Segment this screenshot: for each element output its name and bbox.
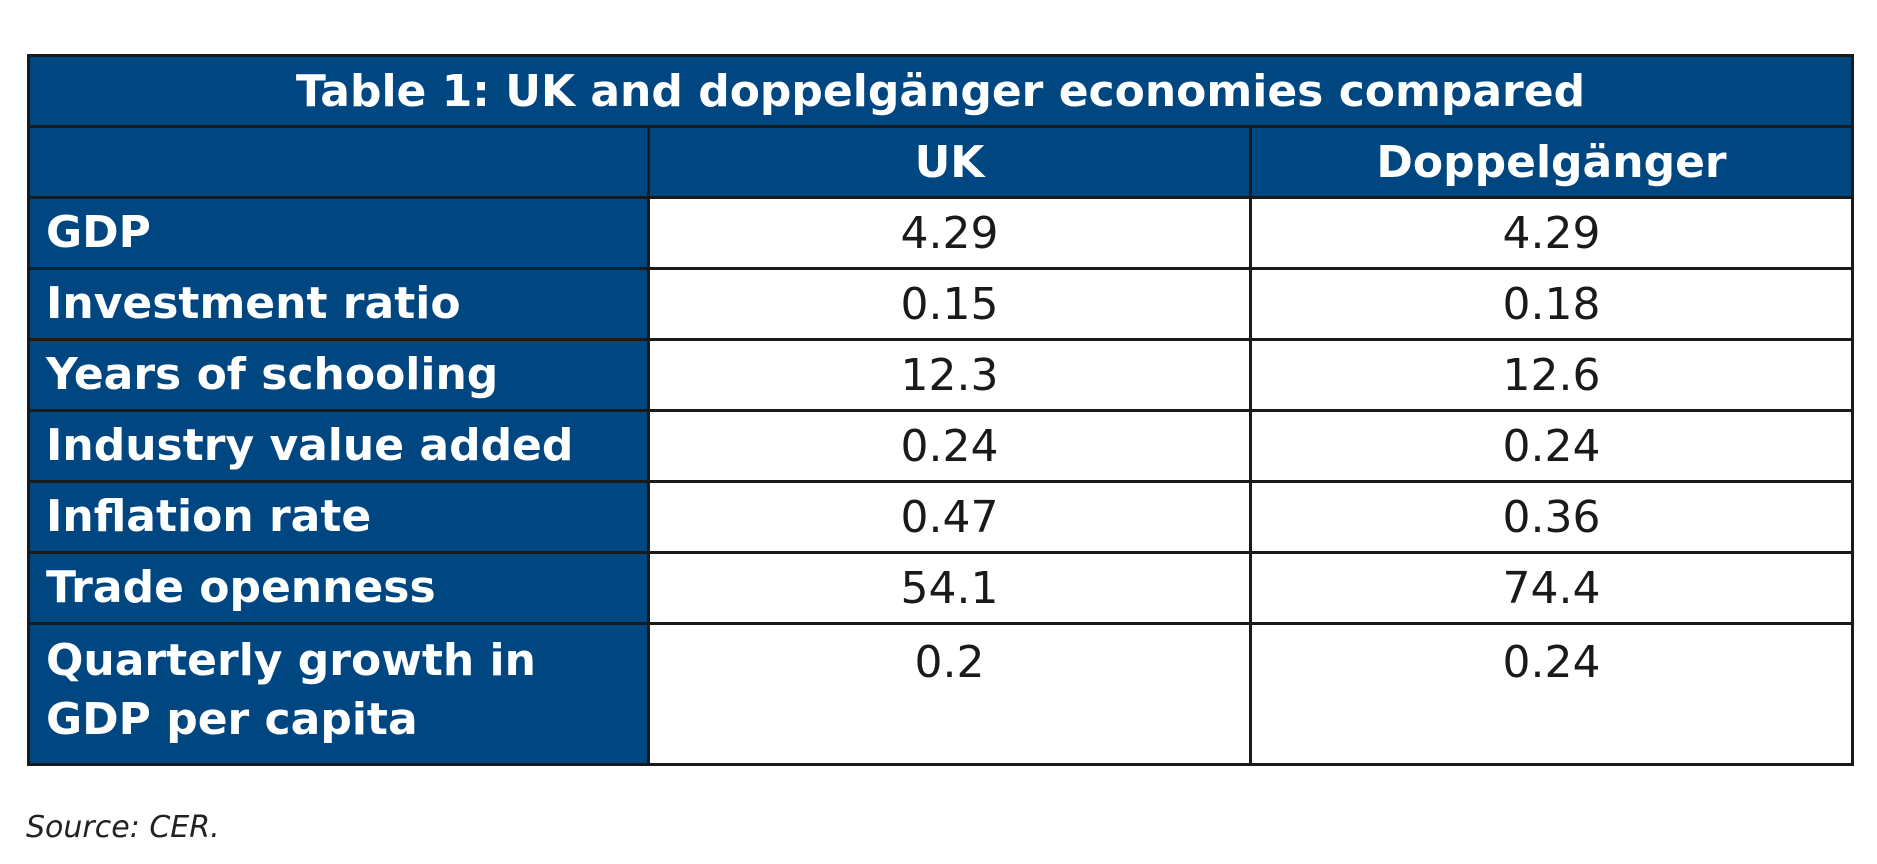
uk-value: 0.24	[647, 409, 1252, 483]
uk-value: 4.29	[647, 196, 1252, 270]
row-label: GDP	[27, 196, 650, 270]
doppelganger-value: 0.36	[1249, 480, 1854, 554]
table-row: Quarterly growth in GDP per capita 0.2 0…	[27, 622, 1854, 766]
header-empty-cell	[27, 125, 650, 199]
doppelganger-value: 0.18	[1249, 267, 1854, 341]
table-row: Investment ratio 0.15 0.18	[27, 267, 1854, 341]
table-row: Trade openness 54.1 74.4	[27, 551, 1854, 625]
row-label: Quarterly growth in GDP per capita	[27, 622, 650, 766]
row-label: Industry value added	[27, 409, 650, 483]
uk-value: 54.1	[647, 551, 1252, 625]
table-header-row: UK Doppelgänger	[27, 125, 1854, 199]
table-row: Years of schooling 12.3 12.6	[27, 338, 1854, 412]
uk-value: 0.47	[647, 480, 1252, 554]
doppelganger-value: 74.4	[1249, 551, 1854, 625]
doppelganger-value: 0.24	[1249, 409, 1854, 483]
table-title-row: Table 1: UK and doppelgänger economies c…	[27, 54, 1854, 128]
data-table: Table 1: UK and doppelgänger economies c…	[27, 54, 1854, 766]
doppelganger-value: 0.24	[1249, 622, 1854, 766]
doppelganger-value: 4.29	[1249, 196, 1854, 270]
row-label: Trade openness	[27, 551, 650, 625]
table-row: Industry value added 0.24 0.24	[27, 409, 1854, 483]
uk-value: 0.2	[647, 622, 1252, 766]
data-table-container: Table 1: UK and doppelgänger economies c…	[27, 54, 1854, 766]
header-doppelganger: Doppelgänger	[1249, 125, 1854, 199]
table-row: Inflation rate 0.47 0.36	[27, 480, 1854, 554]
source-note: Source: CER.	[26, 810, 220, 845]
row-label: Inflation rate	[27, 480, 650, 554]
header-uk: UK	[647, 125, 1252, 199]
doppelganger-value: 12.6	[1249, 338, 1854, 412]
uk-value: 0.15	[647, 267, 1252, 341]
row-label: Investment ratio	[27, 267, 650, 341]
table-row: GDP 4.29 4.29	[27, 196, 1854, 270]
table-title: Table 1: UK and doppelgänger economies c…	[27, 54, 1854, 128]
uk-value: 12.3	[647, 338, 1252, 412]
row-label: Years of schooling	[27, 338, 650, 412]
